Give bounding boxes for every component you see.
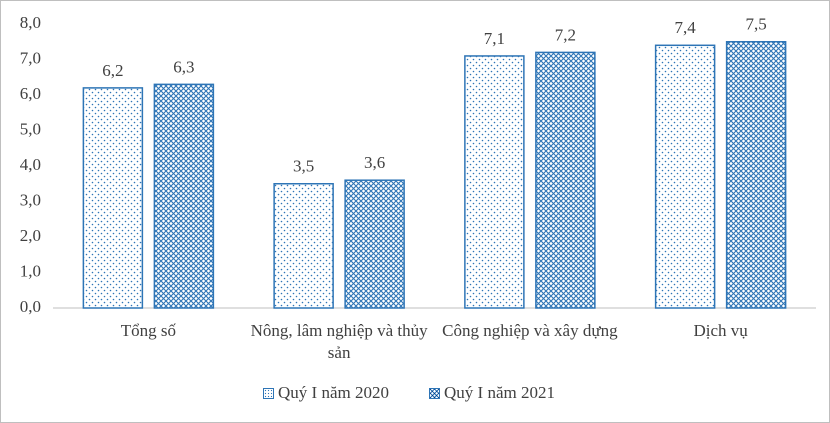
y-tick-label: 8,0 xyxy=(20,13,41,32)
y-tick-label: 3,0 xyxy=(20,190,41,209)
data-label: 7,5 xyxy=(746,15,767,34)
x-tick-label: Dịch vụ xyxy=(693,321,748,340)
y-tick-label: 2,0 xyxy=(20,226,41,245)
legend-label: Quý I năm 2020 xyxy=(278,383,389,402)
y-tick-label: 7,0 xyxy=(20,48,41,67)
data-label: 3,6 xyxy=(364,153,385,172)
data-label: 7,2 xyxy=(555,25,576,44)
y-tick-label: 1,0 xyxy=(20,261,41,280)
bar xyxy=(344,179,405,309)
y-tick-label: 0,0 xyxy=(20,297,41,316)
legend-swatch xyxy=(429,387,440,399)
data-label: 7,1 xyxy=(484,29,505,48)
legend-swatch xyxy=(263,387,274,399)
data-label: 6,2 xyxy=(102,61,123,80)
legend-item: Quý I năm 2021 xyxy=(429,383,555,403)
x-tick-label: Tổng số xyxy=(120,321,176,340)
y-tick-label: 5,0 xyxy=(20,119,41,138)
x-tick-label: Công nghiệp và xây dựng xyxy=(442,321,618,340)
y-tick-label: 6,0 xyxy=(20,84,41,103)
data-label: 6,3 xyxy=(173,57,194,76)
data-label: 7,4 xyxy=(675,18,697,37)
data-label: 3,5 xyxy=(293,157,314,176)
bar xyxy=(273,183,334,309)
bar xyxy=(535,51,596,309)
bar xyxy=(654,44,716,309)
bar xyxy=(464,55,525,309)
x-tick-label: Nông, lâm nghiệp và thủy sản xyxy=(250,321,428,362)
bar xyxy=(725,41,787,309)
legend-item: Quý I năm 2020 xyxy=(263,383,389,403)
bar xyxy=(153,83,215,309)
legend-label: Quý I năm 2021 xyxy=(444,383,555,402)
y-tick-label: 4,0 xyxy=(20,155,41,174)
bar xyxy=(82,87,144,309)
